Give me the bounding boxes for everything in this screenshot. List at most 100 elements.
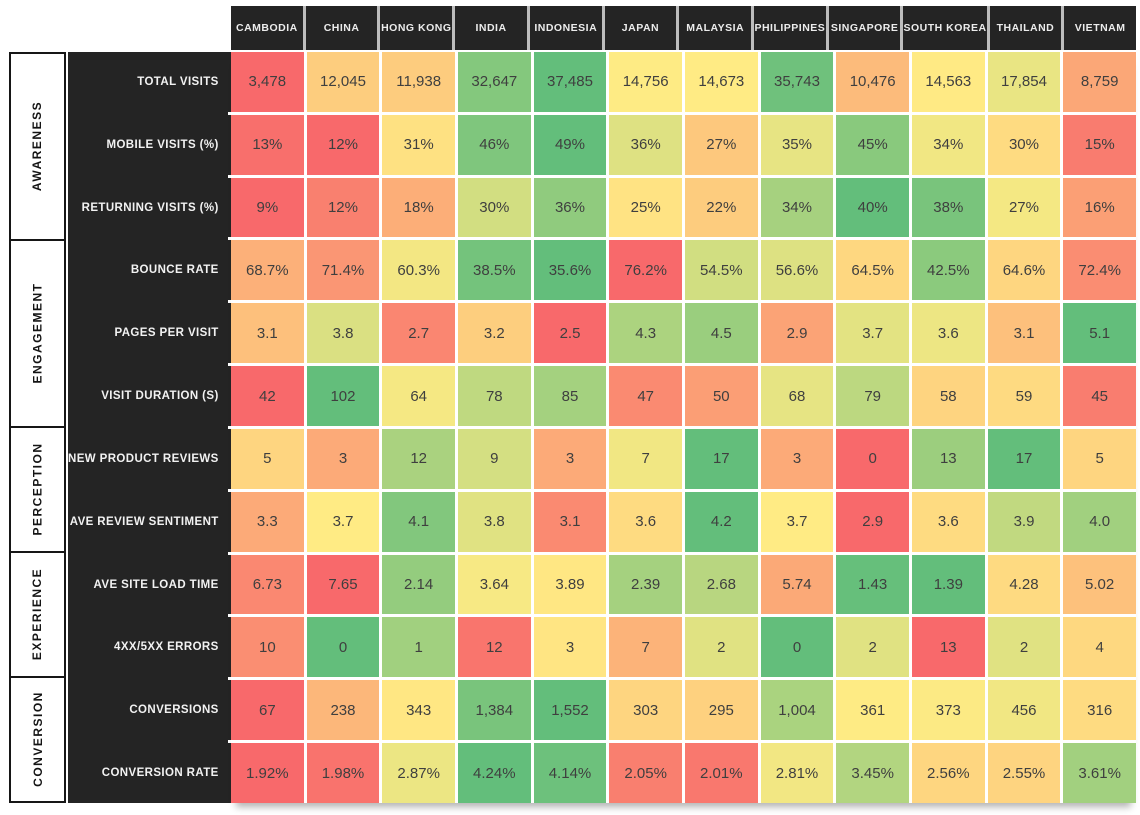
cell-pages-per-visit-japan[interactable]: 4.3 (609, 303, 682, 364)
row-label-pages-per-visit[interactable]: PAGES PER VISIT (68, 303, 232, 364)
cell-mobile-visits-hong-kong[interactable]: 31% (382, 114, 455, 175)
cell-ave-review-sentiment-malaysia[interactable]: 4.2 (684, 491, 758, 552)
cell-4xx-5xx-errors-thailand[interactable]: 2 (987, 617, 1061, 678)
cell-visit-duration-s-thailand[interactable]: 59 (987, 366, 1061, 426)
cell-mobile-visits-japan[interactable]: 36% (609, 114, 682, 175)
row-label-visit-duration-s[interactable]: VISIT DURATION (S) (68, 366, 232, 426)
column-header-thailand[interactable]: THAILAND (989, 6, 1062, 50)
cell-4xx-5xx-errors-china[interactable]: 0 (306, 617, 380, 678)
cell-new-product-reviews-south-korea[interactable]: 13 (911, 428, 985, 489)
cell-bounce-rate-japan[interactable]: 76.2% (609, 240, 682, 301)
cell-bounce-rate-south-korea[interactable]: 42.5% (911, 240, 985, 301)
cell-conversions-china[interactable]: 238 (306, 680, 380, 741)
cell-conversions-south-korea[interactable]: 373 (911, 680, 985, 741)
cell-bounce-rate-china[interactable]: 71.4% (306, 240, 380, 301)
cell-ave-review-sentiment-india[interactable]: 3.8 (457, 491, 531, 552)
cell-visit-duration-s-china[interactable]: 102 (306, 366, 380, 426)
cell-conversion-rate-indonesia[interactable]: 4.14% (533, 743, 607, 803)
cell-ave-site-load-time-south-korea[interactable]: 1.39 (911, 554, 985, 615)
row-label-4xx-5xx-errors[interactable]: 4XX/5XX ERRORS (68, 617, 232, 678)
cell-visit-duration-s-south-korea[interactable]: 58 (911, 366, 985, 426)
cell-returning-visits-malaysia[interactable]: 22% (684, 177, 758, 238)
column-header-cambodia[interactable]: CAMBODIA (231, 6, 303, 50)
cell-ave-site-load-time-philippines[interactable]: 5.74 (760, 554, 834, 615)
cell-pages-per-visit-philippines[interactable]: 2.9 (760, 303, 834, 364)
cell-conversions-singapore[interactable]: 361 (836, 680, 909, 741)
cell-mobile-visits-south-korea[interactable]: 34% (911, 114, 985, 175)
cell-conversion-rate-india[interactable]: 4.24% (457, 743, 531, 803)
cell-returning-visits-thailand[interactable]: 27% (987, 177, 1061, 238)
cell-total-visits-indonesia[interactable]: 37,485 (533, 52, 607, 112)
cell-total-visits-japan[interactable]: 14,756 (609, 52, 682, 112)
cell-4xx-5xx-errors-japan[interactable]: 7 (609, 617, 682, 678)
cell-ave-review-sentiment-philippines[interactable]: 3.7 (760, 491, 834, 552)
column-header-vietnam[interactable]: VIETNAM (1064, 6, 1136, 50)
cell-pages-per-visit-thailand[interactable]: 3.1 (987, 303, 1061, 364)
cell-bounce-rate-indonesia[interactable]: 35.6% (533, 240, 607, 301)
cell-ave-site-load-time-vietnam[interactable]: 5.02 (1063, 554, 1136, 615)
cell-ave-site-load-time-singapore[interactable]: 1.43 (836, 554, 909, 615)
row-label-conversions[interactable]: CONVERSIONS (68, 680, 232, 741)
cell-returning-visits-south-korea[interactable]: 38% (911, 177, 985, 238)
cell-bounce-rate-india[interactable]: 38.5% (457, 240, 531, 301)
cell-total-visits-malaysia[interactable]: 14,673 (684, 52, 758, 112)
row-label-ave-site-load-time[interactable]: AVE SITE LOAD TIME (68, 554, 232, 615)
cell-bounce-rate-thailand[interactable]: 64.6% (987, 240, 1061, 301)
cell-pages-per-visit-cambodia[interactable]: 3.1 (231, 303, 304, 364)
cell-ave-site-load-time-india[interactable]: 3.64 (457, 554, 531, 615)
cell-conversions-malaysia[interactable]: 295 (684, 680, 758, 741)
cell-returning-visits-singapore[interactable]: 40% (836, 177, 909, 238)
column-header-hong-kong[interactable]: HONG KONG (380, 6, 453, 50)
row-label-new-product-reviews[interactable]: NEW PRODUCT REVIEWS (68, 428, 232, 489)
cell-conversion-rate-hong-kong[interactable]: 2.87% (382, 743, 455, 803)
cell-new-product-reviews-cambodia[interactable]: 5 (231, 428, 304, 489)
cell-bounce-rate-philippines[interactable]: 56.6% (760, 240, 834, 301)
cell-total-visits-philippines[interactable]: 35,743 (760, 52, 834, 112)
cell-conversion-rate-philippines[interactable]: 2.81% (760, 743, 834, 803)
cell-bounce-rate-cambodia[interactable]: 68.7% (231, 240, 304, 301)
column-header-malaysia[interactable]: MALAYSIA (679, 6, 752, 50)
cell-returning-visits-china[interactable]: 12% (306, 177, 380, 238)
cell-conversions-philippines[interactable]: 1,004 (760, 680, 834, 741)
cell-new-product-reviews-japan[interactable]: 7 (609, 428, 682, 489)
cell-ave-site-load-time-japan[interactable]: 2.39 (609, 554, 682, 615)
cell-bounce-rate-hong-kong[interactable]: 60.3% (382, 240, 455, 301)
cell-bounce-rate-singapore[interactable]: 64.5% (836, 240, 909, 301)
row-label-total-visits[interactable]: TOTAL VISITS (68, 52, 232, 112)
cell-conversion-rate-vietnam[interactable]: 3.61% (1063, 743, 1136, 803)
cell-conversion-rate-south-korea[interactable]: 2.56% (911, 743, 985, 803)
cell-4xx-5xx-errors-south-korea[interactable]: 13 (911, 617, 985, 678)
cell-total-visits-singapore[interactable]: 10,476 (836, 52, 909, 112)
cell-visit-duration-s-philippines[interactable]: 68 (760, 366, 834, 426)
cell-4xx-5xx-errors-hong-kong[interactable]: 1 (382, 617, 455, 678)
cell-conversion-rate-malaysia[interactable]: 2.01% (684, 743, 758, 803)
cell-pages-per-visit-china[interactable]: 3.8 (306, 303, 380, 364)
cell-pages-per-visit-singapore[interactable]: 3.7 (836, 303, 909, 364)
cell-ave-site-load-time-china[interactable]: 7.65 (306, 554, 380, 615)
cell-new-product-reviews-indonesia[interactable]: 3 (533, 428, 607, 489)
cell-mobile-visits-indonesia[interactable]: 49% (533, 114, 607, 175)
cell-visit-duration-s-cambodia[interactable]: 42 (231, 366, 304, 426)
cell-ave-review-sentiment-hong-kong[interactable]: 4.1 (382, 491, 455, 552)
cell-ave-site-load-time-cambodia[interactable]: 6.73 (231, 554, 304, 615)
column-header-south-korea[interactable]: SOUTH KOREA (903, 6, 987, 50)
cell-ave-review-sentiment-vietnam[interactable]: 4.0 (1063, 491, 1136, 552)
row-label-conversion-rate[interactable]: CONVERSION RATE (68, 743, 232, 803)
cell-ave-review-sentiment-china[interactable]: 3.7 (306, 491, 380, 552)
column-header-indonesia[interactable]: INDONESIA (529, 6, 602, 50)
cell-returning-visits-vietnam[interactable]: 16% (1063, 177, 1136, 238)
cell-ave-review-sentiment-cambodia[interactable]: 3.3 (231, 491, 304, 552)
cell-returning-visits-indonesia[interactable]: 36% (533, 177, 607, 238)
cell-new-product-reviews-india[interactable]: 9 (457, 428, 531, 489)
cell-new-product-reviews-malaysia[interactable]: 17 (684, 428, 758, 489)
cell-ave-site-load-time-malaysia[interactable]: 2.68 (684, 554, 758, 615)
cell-mobile-visits-vietnam[interactable]: 15% (1063, 114, 1136, 175)
cell-conversions-japan[interactable]: 303 (609, 680, 682, 741)
cell-mobile-visits-singapore[interactable]: 45% (836, 114, 909, 175)
cell-conversion-rate-cambodia[interactable]: 1.92% (231, 743, 304, 803)
cell-ave-review-sentiment-japan[interactable]: 3.6 (609, 491, 682, 552)
cell-4xx-5xx-errors-indonesia[interactable]: 3 (533, 617, 607, 678)
cell-conversions-hong-kong[interactable]: 343 (382, 680, 455, 741)
cell-conversions-india[interactable]: 1,384 (457, 680, 531, 741)
cell-ave-review-sentiment-indonesia[interactable]: 3.1 (533, 491, 607, 552)
